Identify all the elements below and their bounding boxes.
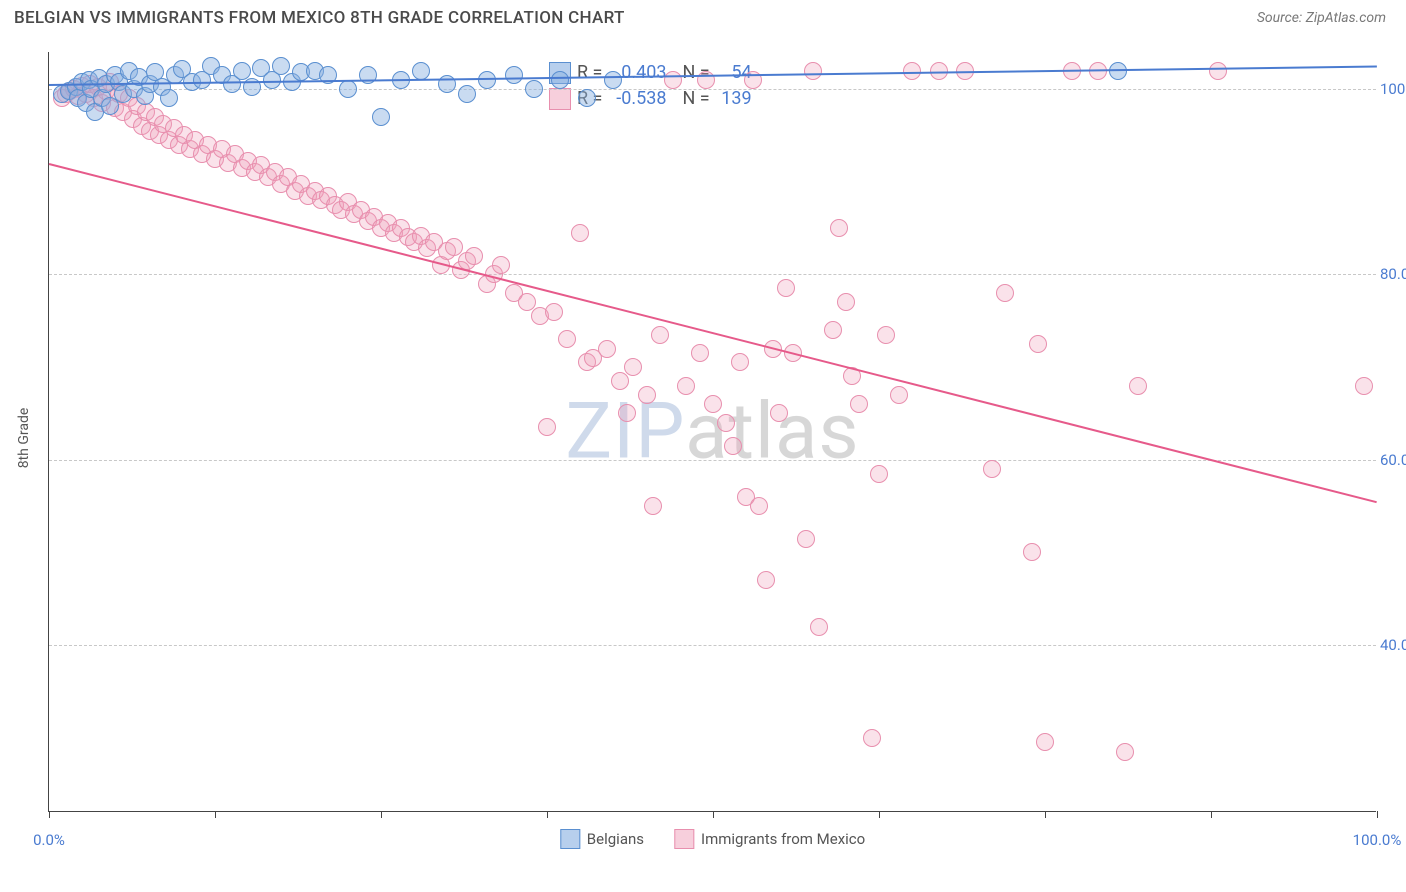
- data-point: [598, 340, 616, 358]
- data-point: [770, 404, 788, 422]
- data-point: [691, 344, 709, 362]
- data-point: [644, 497, 662, 515]
- data-point: [830, 219, 848, 237]
- data-point: [863, 729, 881, 747]
- ytick-label: 80.0%: [1380, 265, 1406, 283]
- xtick-label: 100.0%: [1353, 831, 1402, 849]
- legend-swatch-blue: [560, 829, 580, 849]
- ytick-label: 60.0%: [1380, 451, 1406, 469]
- data-point: [697, 71, 715, 89]
- xtick: [1211, 811, 1212, 818]
- data-point: [611, 372, 629, 390]
- data-point: [996, 284, 1014, 302]
- data-point: [651, 326, 669, 344]
- data-point: [272, 57, 290, 75]
- xtick: [49, 811, 50, 818]
- data-point: [1036, 733, 1054, 751]
- data-point: [677, 377, 695, 395]
- data-point: [618, 404, 636, 422]
- legend-label-mexico: Immigrants from Mexico: [701, 830, 865, 848]
- data-point: [664, 71, 682, 89]
- data-point: [578, 89, 596, 107]
- data-point: [757, 571, 775, 589]
- data-point: [704, 395, 722, 413]
- data-point: [458, 85, 476, 103]
- data-point: [1029, 335, 1047, 353]
- watermark-zip: ZIP: [565, 386, 685, 477]
- xtick: [381, 811, 382, 818]
- data-point: [804, 62, 822, 80]
- data-point: [339, 80, 357, 98]
- data-point: [604, 71, 622, 89]
- legend-swatch-pink: [674, 829, 694, 849]
- gridline-h: [49, 274, 1376, 275]
- xtick: [879, 811, 880, 818]
- xtick-label: 0.0%: [33, 831, 65, 849]
- data-point: [551, 71, 569, 89]
- data-point: [372, 108, 390, 126]
- data-point: [717, 414, 735, 432]
- y-axis-label: 8th Grade: [16, 408, 32, 469]
- data-point: [505, 66, 523, 84]
- data-point: [1129, 377, 1147, 395]
- data-point: [624, 358, 642, 376]
- data-point: [890, 386, 908, 404]
- data-point: [571, 224, 589, 242]
- legend-item-belgians: Belgians: [560, 829, 644, 849]
- data-point: [465, 247, 483, 265]
- data-point: [412, 62, 430, 80]
- data-point: [824, 321, 842, 339]
- gridline-h: [49, 645, 1376, 646]
- trend-line: [49, 163, 1378, 503]
- data-point: [870, 465, 888, 483]
- xtick: [547, 811, 548, 818]
- data-point: [837, 293, 855, 311]
- data-point: [1355, 377, 1373, 395]
- data-point: [877, 326, 895, 344]
- data-point: [525, 80, 543, 98]
- data-point: [160, 89, 178, 107]
- data-point: [558, 330, 576, 348]
- legend: Belgians Immigrants from Mexico: [560, 829, 865, 849]
- legend-label-belgians: Belgians: [587, 830, 644, 848]
- stats-swatch-pink: [549, 88, 571, 110]
- xtick: [713, 811, 714, 818]
- data-point: [545, 303, 563, 321]
- chart-source: Source: ZipAtlas.com: [1257, 10, 1386, 26]
- ytick-label: 40.0%: [1380, 636, 1406, 654]
- data-point: [850, 395, 868, 413]
- data-point: [731, 353, 749, 371]
- data-point: [750, 497, 768, 515]
- stats-r-label: R =: [577, 60, 602, 86]
- data-point: [638, 386, 656, 404]
- data-point: [1116, 743, 1134, 761]
- data-point: [797, 530, 815, 548]
- data-point: [983, 460, 1001, 478]
- xtick: [215, 811, 216, 818]
- data-point: [492, 256, 510, 274]
- data-point: [1023, 543, 1041, 561]
- legend-item-mexico: Immigrants from Mexico: [674, 829, 865, 849]
- xtick: [1045, 811, 1046, 818]
- data-point: [538, 418, 556, 436]
- xtick: [1377, 811, 1378, 818]
- data-point: [1209, 62, 1227, 80]
- data-point: [810, 618, 828, 636]
- chart-plot-area: ZIPatlas R = 0.403 N = 54 R = -0.538 N =…: [48, 52, 1376, 812]
- data-point: [903, 62, 921, 80]
- chart-title: BELGIAN VS IMMIGRANTS FROM MEXICO 8TH GR…: [14, 8, 625, 28]
- gridline-h: [49, 460, 1376, 461]
- stats-row-belgians: R = 0.403 N = 54: [549, 60, 752, 86]
- data-point: [724, 437, 742, 455]
- data-point: [777, 279, 795, 297]
- ytick-label: 100.0%: [1380, 80, 1406, 98]
- data-point: [233, 62, 251, 80]
